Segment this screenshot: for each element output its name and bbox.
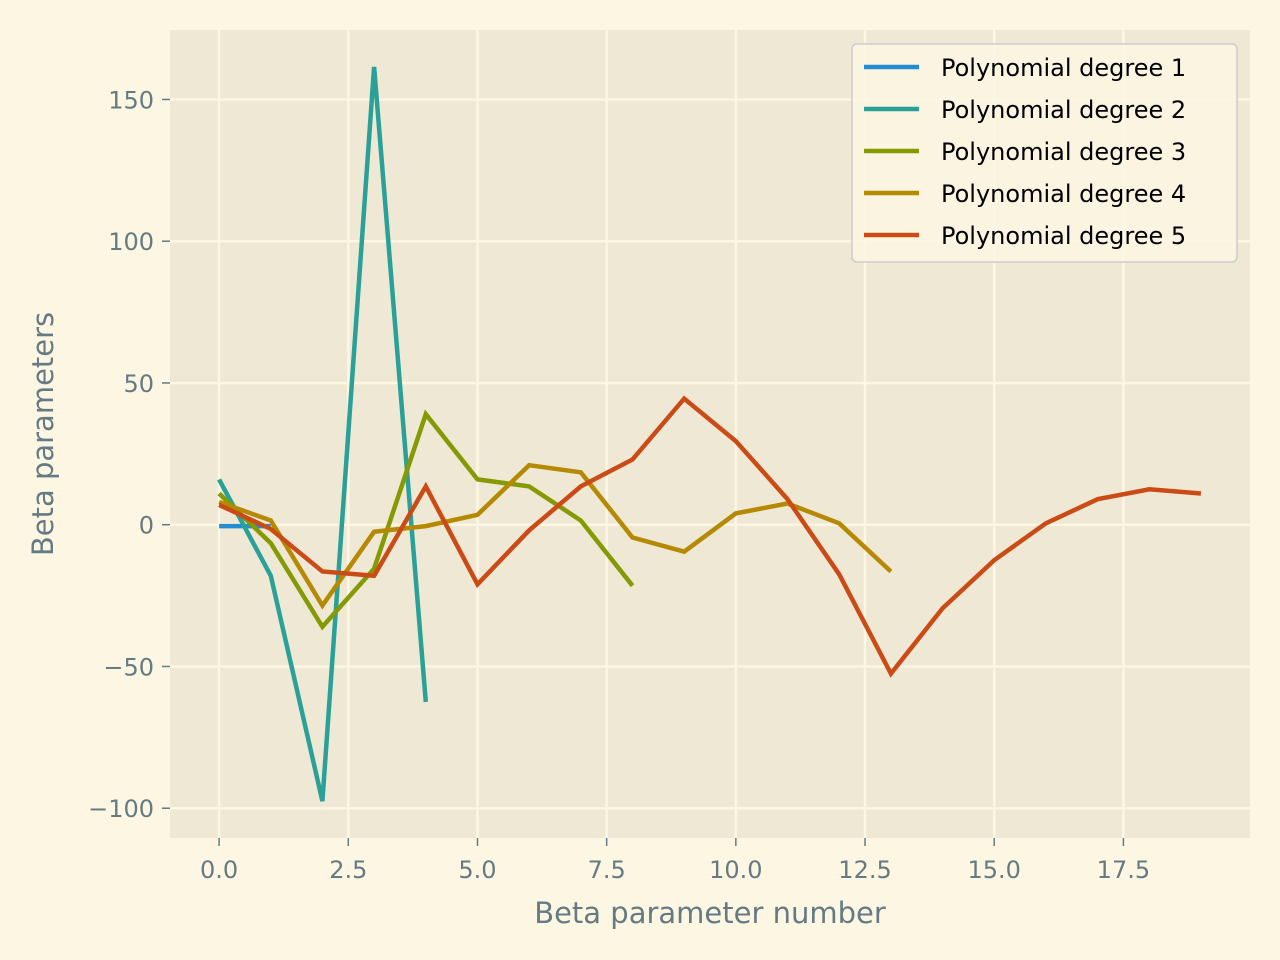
legend-label: Polynomial degree 1 [941,54,1186,82]
x-tick-label: 7.5 [588,856,626,884]
legend-label: Polynomial degree 5 [941,222,1186,250]
legend-label: Polynomial degree 3 [941,138,1186,166]
x-tick-label: 5.0 [458,856,496,884]
series-line-degree-5 [218,395,1202,678]
y-tick-label: 50 [123,370,154,398]
y-tick-label: 150 [108,86,154,114]
x-tick-label: 2.5 [329,856,367,884]
legend: Polynomial degree 1 Polynomial degree 2 Po… [851,43,1238,263]
x-tick-label: 15.0 [967,856,1020,884]
x-tick-label: 0.0 [200,856,238,884]
y-axis-ticks: −100 −50 0 50 100 150 [88,86,170,823]
y-tick-label: −50 [103,653,154,681]
legend-label: Polynomial degree 4 [941,180,1186,208]
x-tick-label: 10.0 [709,856,762,884]
x-tick-label: 17.5 [1097,856,1150,884]
y-tick-label: 100 [108,228,154,256]
series-line-degree-2 [217,66,429,802]
series-line-degree-3 [217,409,635,631]
series-lines [217,66,1202,802]
y-tick-label: −100 [88,795,154,823]
y-tick-label: 0 [139,512,154,540]
x-tick-label: 12.5 [838,856,891,884]
y-axis-title: Beta parameters [26,312,60,556]
legend-label: Polynomial degree 2 [941,96,1186,124]
x-axis-title: Beta parameter number [534,896,886,930]
series-line-degree-4 [218,462,893,610]
legend-box [851,43,1238,263]
x-axis-ticks: 0.0 2.5 5.0 7.5 10.0 12.5 15.0 17.5 [200,838,1150,884]
